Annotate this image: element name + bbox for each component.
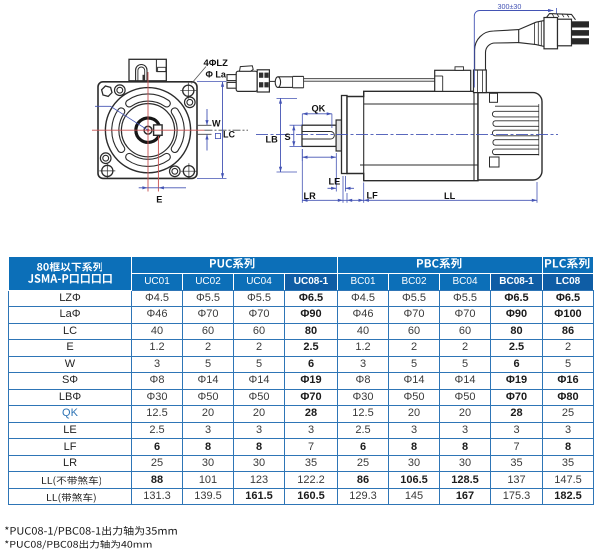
svg-text:4ΦLZ: 4ΦLZ	[204, 57, 229, 68]
svg-text:Φ La: Φ La	[206, 70, 227, 80]
svg-text:S: S	[285, 132, 291, 142]
svg-text:LF: LF	[367, 191, 379, 201]
svg-text:LL: LL	[444, 191, 456, 201]
svg-text:LC: LC	[223, 130, 235, 140]
svg-text:QK: QK	[312, 103, 326, 113]
svg-text:LR: LR	[304, 191, 317, 201]
svg-text:LE: LE	[329, 176, 341, 186]
svg-text:W: W	[212, 119, 221, 129]
svg-text:E: E	[156, 194, 162, 204]
svg-text:300±30: 300±30	[498, 2, 522, 11]
svg-text:LB: LB	[266, 134, 279, 144]
